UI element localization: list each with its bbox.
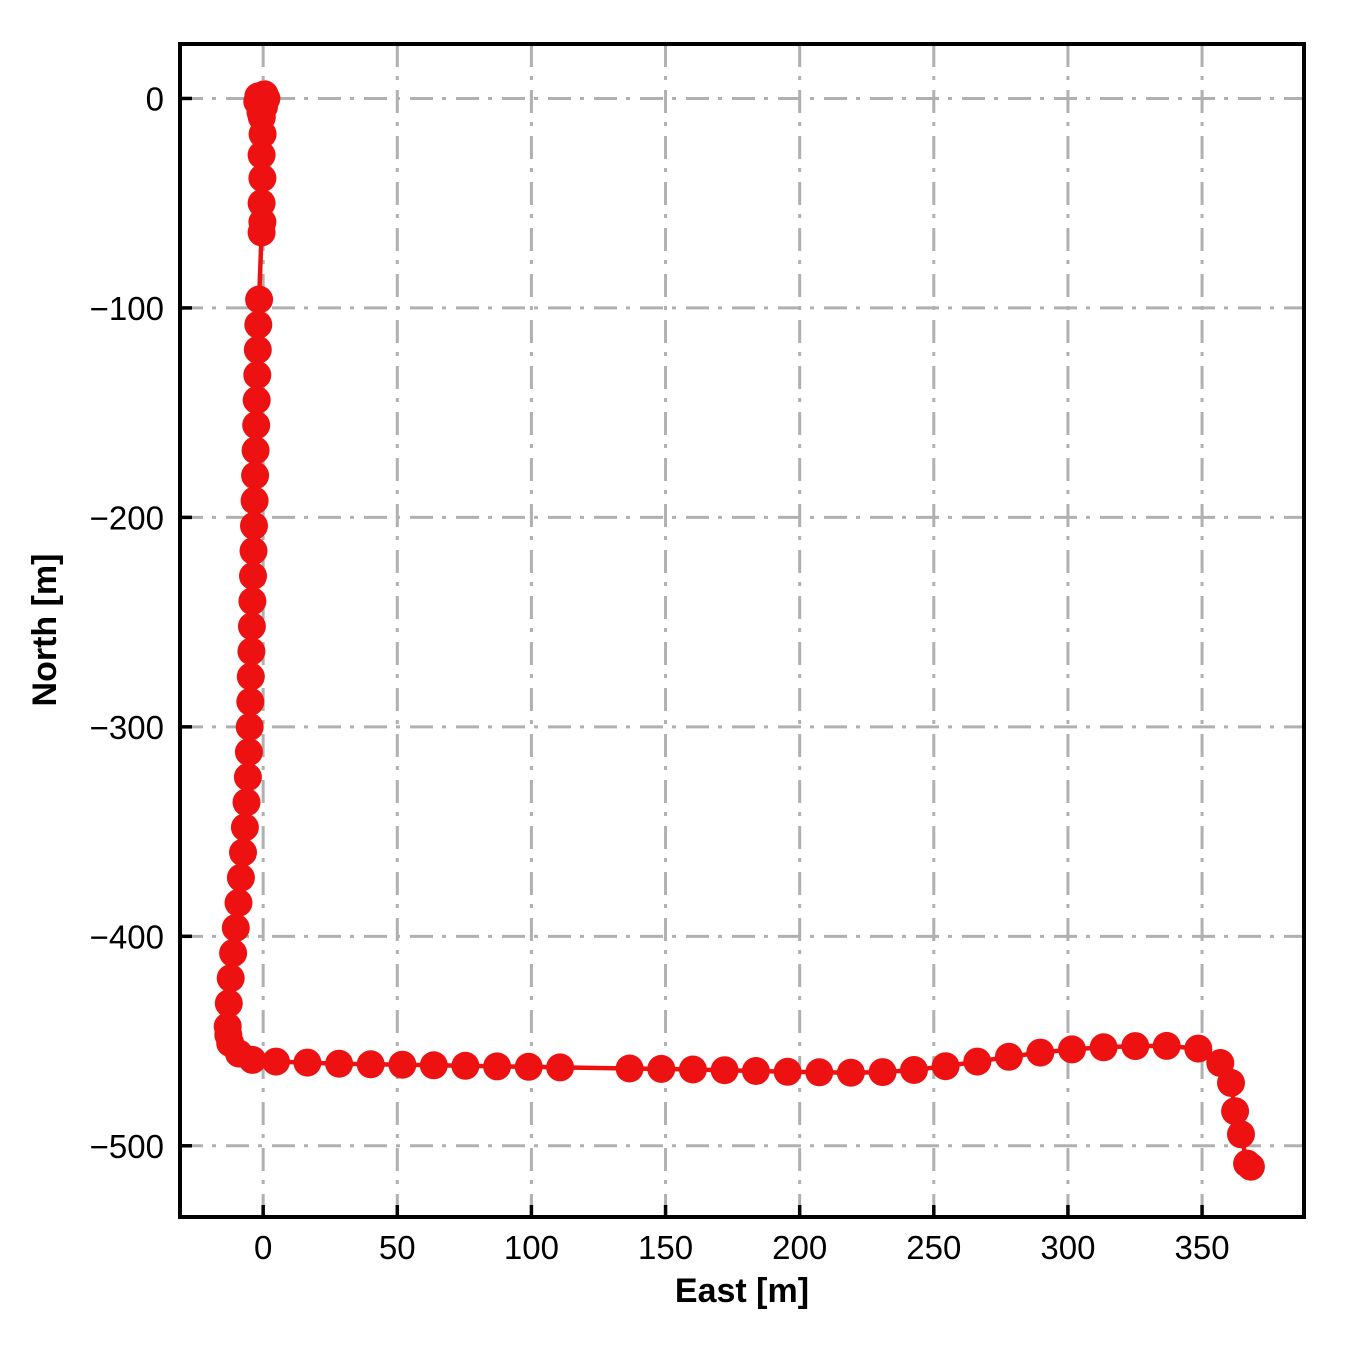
y-tick-label: −200 bbox=[90, 499, 164, 536]
trajectory-point bbox=[325, 1049, 354, 1078]
x-tick-label: 300 bbox=[1040, 1229, 1095, 1266]
y-tick-label: −400 bbox=[90, 918, 164, 955]
trajectory-point bbox=[229, 838, 257, 867]
trajectory-point bbox=[647, 1054, 676, 1083]
trajectory-point bbox=[238, 1045, 267, 1074]
trajectory-point bbox=[219, 939, 248, 968]
trajectory-point bbox=[242, 411, 271, 440]
trajectory-line bbox=[225, 92, 1253, 1169]
grid-lines bbox=[180, 44, 1304, 1217]
x-tick-label: 50 bbox=[379, 1229, 416, 1266]
trajectory-point bbox=[1217, 1068, 1245, 1097]
y-tick-label: −300 bbox=[90, 709, 164, 746]
trajectory-point bbox=[615, 1054, 644, 1083]
trajectory-point bbox=[238, 587, 267, 616]
trajectory-point bbox=[243, 361, 272, 389]
trajectory-point bbox=[419, 1051, 448, 1080]
trajectory-point bbox=[236, 687, 265, 716]
plot-border bbox=[178, 42, 1306, 1219]
trajectory-point bbox=[232, 788, 261, 817]
trajectory-point bbox=[230, 813, 259, 842]
trajectory-point bbox=[356, 1050, 385, 1079]
trajectory-point bbox=[963, 1047, 992, 1076]
trajectory-point bbox=[240, 511, 268, 540]
trajectory-point bbox=[234, 738, 263, 766]
trajectory-point bbox=[226, 863, 255, 892]
trajectory-point bbox=[242, 386, 271, 415]
trajectory-point bbox=[1152, 1031, 1181, 1060]
trajectory-point bbox=[836, 1058, 865, 1087]
trajectory-point bbox=[773, 1057, 802, 1086]
trajectory-point bbox=[245, 285, 274, 314]
y-tick-label: −100 bbox=[90, 290, 164, 327]
trajectory-point bbox=[224, 888, 253, 917]
trajectory-point bbox=[247, 141, 276, 169]
trajectory-point bbox=[241, 436, 270, 465]
axis-ticks bbox=[180, 96, 1204, 1217]
trajectory-point bbox=[233, 763, 262, 792]
trajectory-point bbox=[1227, 1120, 1255, 1149]
x-tick-label: 200 bbox=[772, 1229, 827, 1266]
trajectory-point bbox=[900, 1056, 928, 1084]
x-tick-label: 250 bbox=[906, 1229, 961, 1266]
trajectory-point bbox=[931, 1052, 960, 1081]
trajectory-point bbox=[241, 461, 270, 490]
trajectory-point bbox=[868, 1058, 897, 1087]
tick-labels: 0 50 100 150 200 250 300 350 0 −100 −200 −300 −400 −5… bbox=[90, 80, 1230, 1266]
trajectory-point bbox=[248, 164, 277, 193]
trajectory-point bbox=[236, 662, 265, 691]
x-tick-label: 350 bbox=[1175, 1229, 1230, 1266]
trajectory-point bbox=[514, 1052, 543, 1081]
trajectory-point bbox=[1236, 1152, 1265, 1181]
trajectory-point bbox=[237, 637, 266, 666]
trajectory-point bbox=[546, 1053, 575, 1082]
trajectory-point bbox=[239, 536, 268, 565]
x-axis-label: East [m] bbox=[675, 1272, 809, 1310]
trajectory-point bbox=[483, 1052, 512, 1081]
trajectory-point bbox=[293, 1048, 322, 1077]
trajectory-point bbox=[235, 712, 264, 741]
trajectory-point bbox=[805, 1058, 834, 1087]
trajectory-point bbox=[1089, 1033, 1118, 1062]
x-tick-label: 0 bbox=[254, 1229, 272, 1266]
trajectory-point bbox=[240, 486, 269, 515]
trajectory-point bbox=[710, 1056, 739, 1085]
trajectory-point bbox=[237, 612, 266, 641]
trajectory-point bbox=[388, 1050, 417, 1079]
x-tick-label: 100 bbox=[504, 1229, 559, 1266]
y-tick-label: −500 bbox=[90, 1128, 164, 1165]
x-tick-label: 150 bbox=[638, 1229, 693, 1266]
trajectory-point bbox=[1184, 1034, 1213, 1063]
y-tick-label: 0 bbox=[146, 80, 164, 117]
y-axis-label: North [m] bbox=[26, 554, 64, 707]
trajectory-point bbox=[216, 964, 245, 993]
trajectory-point bbox=[239, 562, 267, 590]
trajectory-point bbox=[994, 1042, 1023, 1071]
trajectory-point bbox=[451, 1051, 480, 1080]
trajectory-series bbox=[213, 80, 1265, 1181]
trajectory-point bbox=[1221, 1097, 1250, 1126]
trajectory-point bbox=[1121, 1032, 1150, 1061]
trajectory-point bbox=[244, 310, 273, 339]
trajectory-point bbox=[1026, 1038, 1055, 1067]
trajectory-point bbox=[248, 120, 277, 149]
trajectory-point bbox=[1058, 1035, 1086, 1064]
trajectory-point bbox=[243, 335, 272, 364]
trajectory-point bbox=[247, 218, 276, 247]
trajectory-point bbox=[214, 989, 243, 1018]
trajectory-point bbox=[678, 1055, 707, 1084]
trajectory-point bbox=[262, 1047, 290, 1076]
trajectory-point bbox=[221, 913, 250, 942]
trajectory-point bbox=[741, 1057, 770, 1085]
